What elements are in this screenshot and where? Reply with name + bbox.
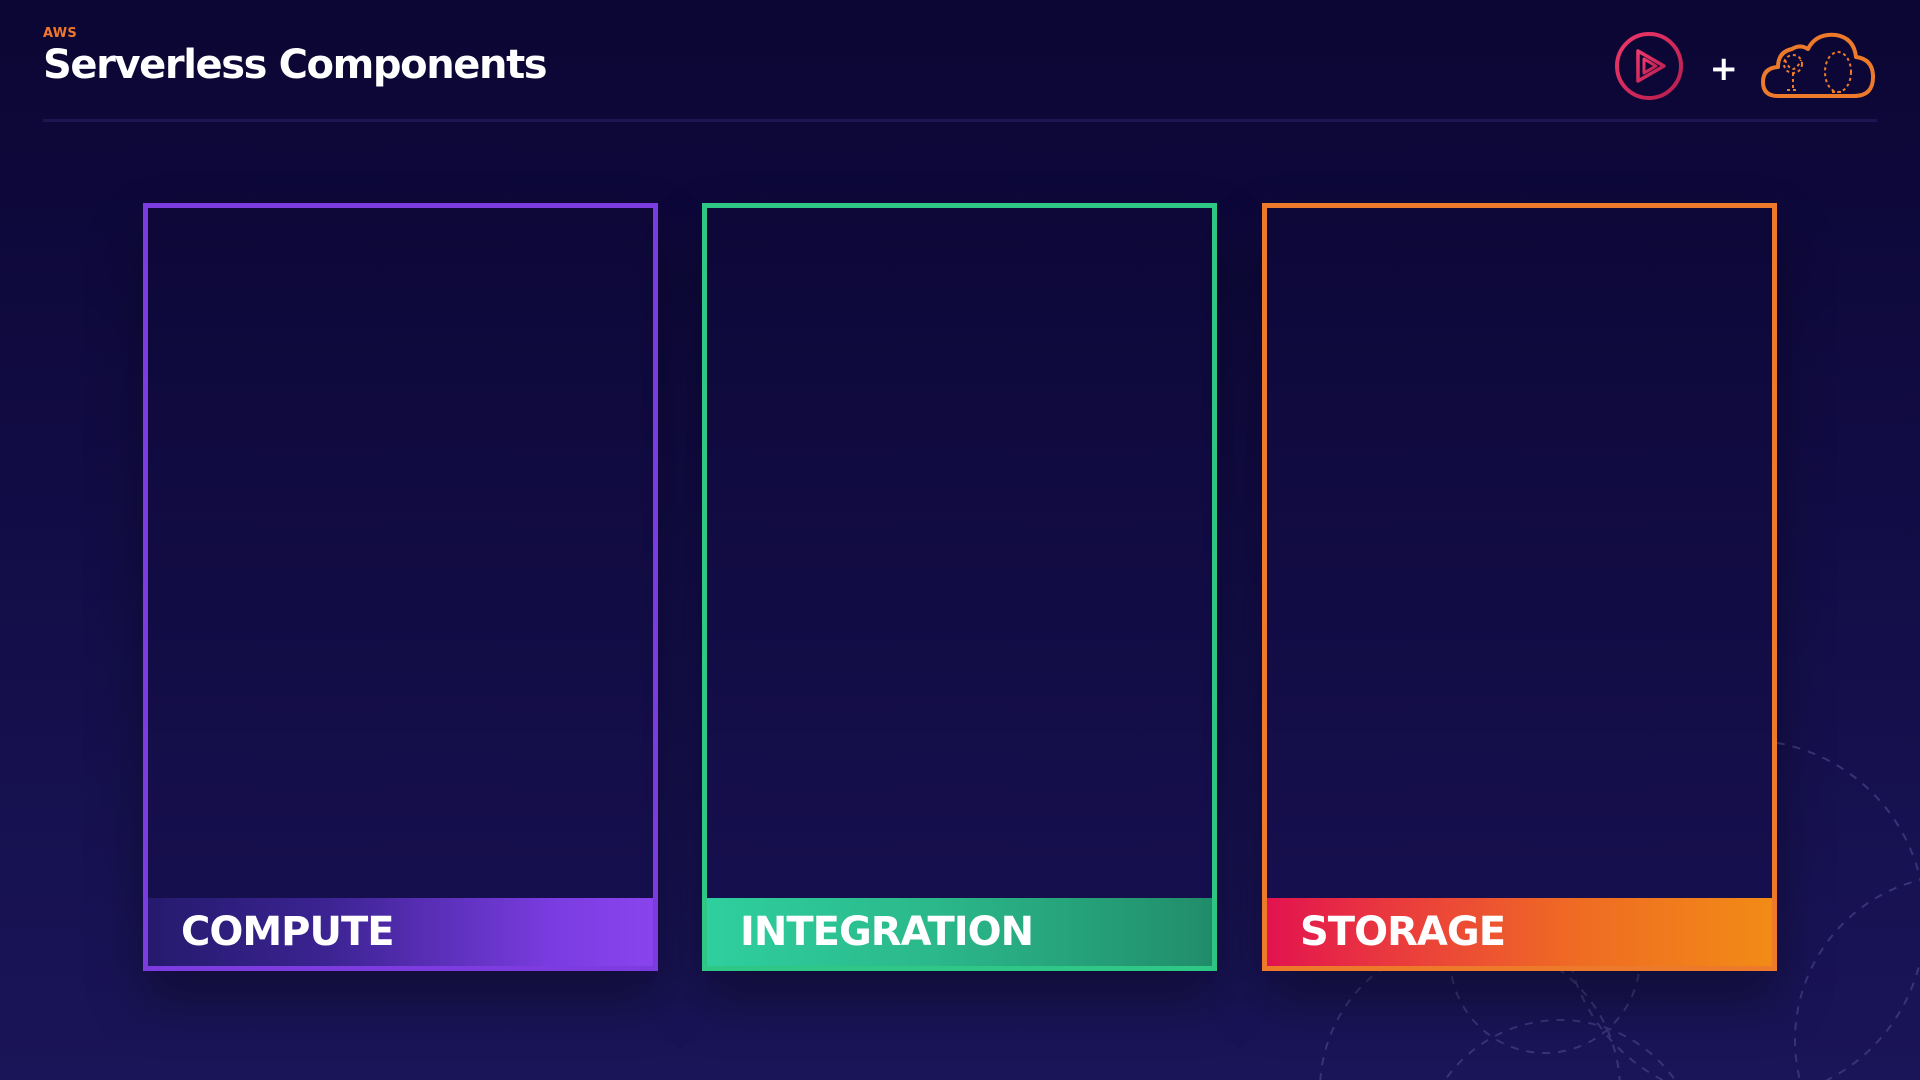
brand-label: AWS: [43, 26, 78, 41]
cloud-icon: [1761, 32, 1876, 98]
header-divider: [43, 119, 1877, 122]
compute-label: COMPUTE: [148, 898, 653, 966]
storage-label: STORAGE: [1267, 898, 1772, 966]
page-title: Serverless Components: [43, 42, 548, 88]
header: AWS Serverless Components: [43, 26, 548, 88]
storage-card: STORAGE: [1262, 203, 1777, 971]
compute-card: COMPUTE: [143, 203, 658, 971]
plus-sign: +: [1709, 49, 1739, 89]
play-circle-icon: [1614, 32, 1683, 100]
header-logos: +: [1614, 30, 1877, 102]
integration-card: INTEGRATION: [702, 203, 1217, 971]
integration-label: INTEGRATION: [707, 898, 1212, 966]
